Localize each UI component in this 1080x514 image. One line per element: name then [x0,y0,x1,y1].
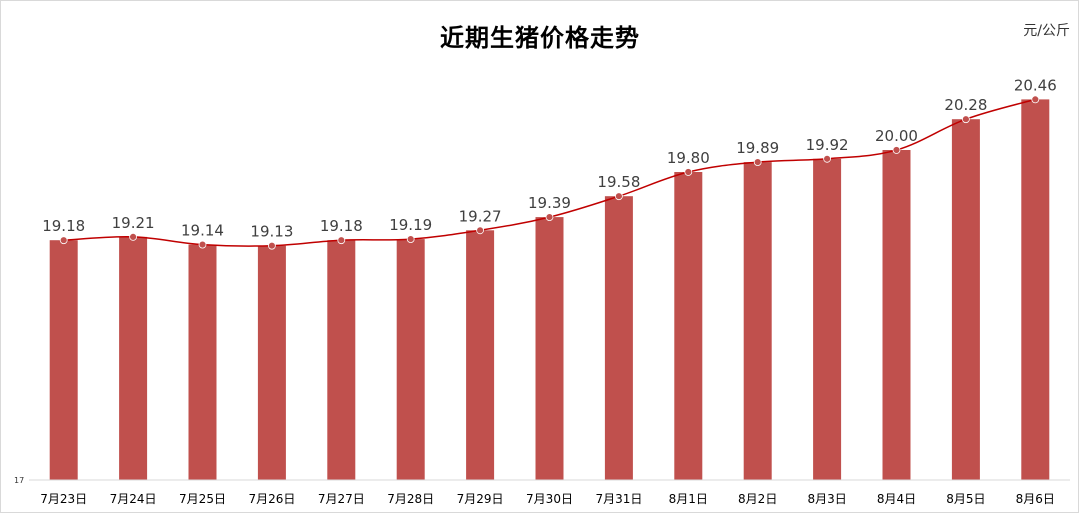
bar [951,119,980,480]
bar [49,240,78,480]
line-marker [1031,95,1040,104]
y-tick-label: 17 [14,476,24,485]
unit-label: 元/公斤 [1023,23,1070,39]
line-marker [892,146,901,154]
x-tick-label: 7月23日 [40,492,87,506]
data-label: 19.14 [181,222,224,240]
data-label: 20.00 [875,127,918,145]
bar [257,245,286,480]
bar [604,196,633,480]
x-tick-label: 7月27日 [318,492,365,506]
line-marker [962,115,970,124]
line-marker [59,236,68,245]
line-marker [753,158,762,167]
x-tick-label: 8月6日 [1016,492,1055,506]
x-tick-label: 7月31日 [595,492,642,506]
data-label: 20.46 [1014,76,1057,94]
x-tick-label: 7月26日 [248,492,295,506]
line-marker [198,240,207,249]
x-tick-label: 7月30日 [526,492,573,506]
data-label: 19.13 [250,223,293,241]
x-tick-label: 7月25日 [179,492,226,506]
data-label: 19.39 [528,194,571,212]
x-tick-label: 8月2日 [738,492,777,506]
x-tick-label: 7月24日 [110,492,157,506]
x-tick-label: 8月3日 [807,492,846,506]
bar [674,172,703,480]
bar [1021,99,1050,481]
bar [327,240,356,480]
line-marker [476,226,485,235]
x-tick-label: 7月29日 [457,492,504,506]
line-marker [129,232,138,241]
x-tick-label: 8月1日 [669,492,708,506]
line-marker [545,213,554,222]
bar [743,162,772,480]
x-tick-label: 7月28日 [387,492,434,506]
data-label: 19.19 [389,216,432,234]
data-label: 19.27 [459,207,502,225]
data-label: 19.18 [320,217,363,235]
line-marker [267,241,276,250]
line-marker [684,168,693,176]
bar [396,239,425,480]
line-marker [337,236,346,245]
data-label: 19.89 [736,139,779,157]
data-label: 20.28 [944,96,987,114]
line-marker [615,192,623,201]
line-marker [823,154,831,163]
line-marker [406,235,415,244]
chart-title: 近期生猪价格走势 [440,24,640,52]
bar [119,236,148,480]
data-label: 19.92 [806,136,849,154]
bar [813,158,842,481]
data-label: 19.21 [112,214,155,232]
bar [882,150,911,480]
bar [535,217,564,480]
data-label: 19.80 [667,149,710,167]
x-tick-label: 8月5日 [946,492,985,506]
data-label: 19.58 [597,173,640,191]
bar [188,244,217,480]
x-tick-label: 8月4日 [877,492,916,506]
bar [466,230,495,480]
data-label: 19.18 [42,217,85,235]
